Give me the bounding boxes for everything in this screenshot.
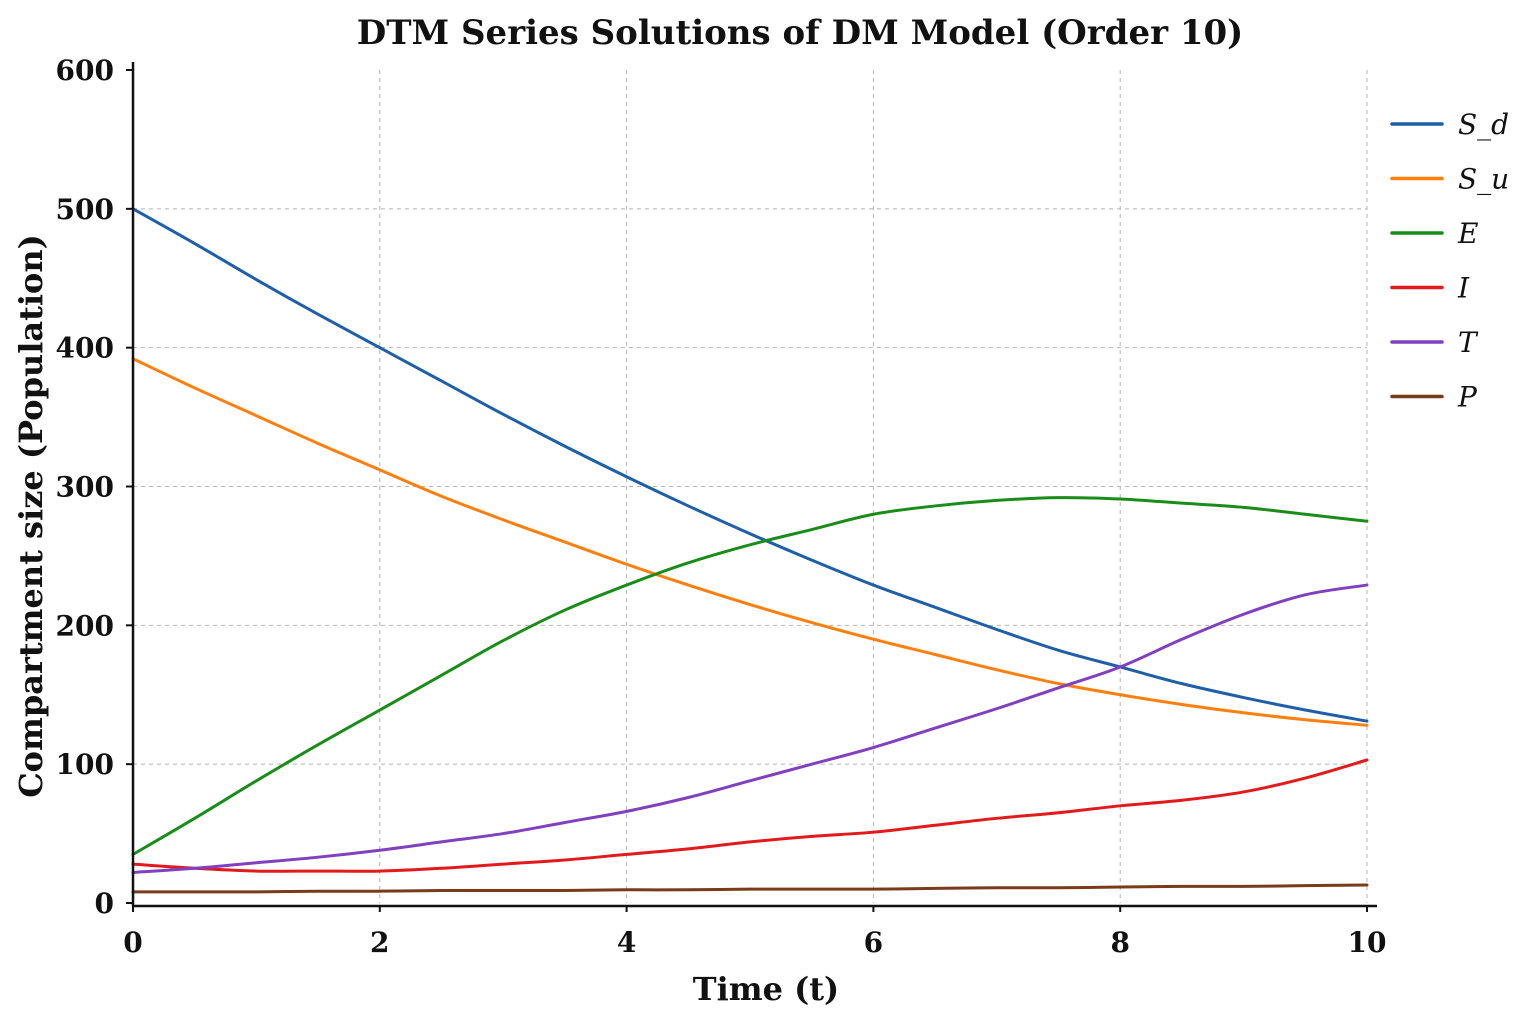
y-tick-label: 400 — [56, 332, 114, 365]
x-ticks: 0 2 4 6 8 10 — [123, 906, 1386, 959]
y-tick-label: 500 — [56, 193, 114, 226]
series-line-s-u — [131, 357, 1369, 727]
x-tick-label: 4 — [617, 926, 636, 959]
y-tick-label: 600 — [56, 54, 114, 87]
series-line-e — [131, 496, 1369, 856]
series-line-t — [131, 583, 1369, 874]
x-tick-label: 6 — [864, 926, 883, 959]
x-tick-label: 2 — [370, 926, 389, 959]
chart-title: DTM Series Solutions of DM Model (Order … — [357, 13, 1244, 53]
legend-item-t: T — [1390, 326, 1479, 359]
legend-item-s-d: S_d — [1390, 108, 1509, 141]
legend-item-i: I — [1390, 272, 1470, 305]
legend-label: P — [1457, 381, 1478, 414]
legend-item-s-u: S_u — [1390, 163, 1509, 196]
y-tick-label: 100 — [56, 748, 114, 781]
legend-label: T — [1458, 326, 1479, 359]
series-layer — [131, 207, 1369, 894]
legend-label: S_d — [1458, 108, 1509, 141]
legend-label: I — [1457, 272, 1470, 305]
x-axis-label: Time (t) — [693, 970, 839, 1008]
y-tick-label: 0 — [95, 887, 114, 920]
legend-label: S_u — [1458, 163, 1509, 196]
legend-item-e: E — [1390, 217, 1478, 250]
x-tick-label: 0 — [123, 926, 142, 959]
y-tick-label: 200 — [56, 609, 114, 642]
series-line-p — [131, 883, 1369, 894]
x-tick-label: 8 — [1110, 926, 1129, 959]
y-tick-label: 300 — [56, 471, 114, 504]
series-line-s-d — [131, 207, 1369, 723]
y-axis-label: Compartment size (Population) — [12, 234, 50, 798]
grid — [133, 70, 1368, 903]
legend-item-p: P — [1390, 381, 1478, 414]
legend-label: E — [1457, 217, 1478, 250]
x-tick-label: 10 — [1348, 926, 1387, 959]
y-ticks: 0 100 200 300 400 500 600 — [56, 54, 133, 920]
series-line-i — [131, 758, 1369, 873]
